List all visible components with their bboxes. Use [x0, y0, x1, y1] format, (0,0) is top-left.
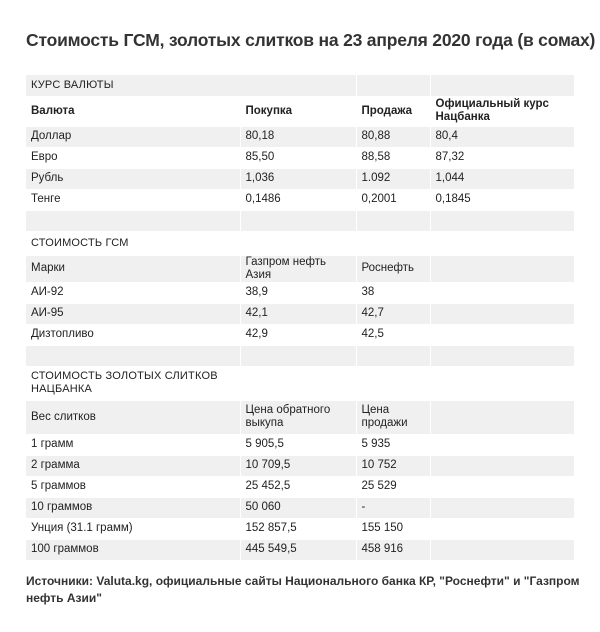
- table-row: Рубль 1,036 1.092 1,044: [26, 168, 575, 190]
- table-cell: 42,7: [356, 303, 431, 325]
- table-cell: 80,18: [240, 126, 357, 148]
- section-header-fuel: СТОИМОСТЬ ГСМ: [26, 231, 575, 256]
- table-row: 10 граммов 50 060 -: [26, 497, 575, 519]
- table-cell: 38,9: [240, 282, 357, 304]
- table-cell: Дизтопливо: [26, 324, 241, 346]
- table-row: Доллар 80,18 80,88 80,4: [26, 126, 575, 148]
- header-row: Марки Газпром нефть Азия Роснефть: [26, 255, 575, 283]
- table-cell: 445 549,5: [240, 539, 357, 561]
- table-row: 2 грамма 10 709,5 10 752: [26, 455, 575, 477]
- table-cell: Тенге: [26, 189, 241, 211]
- table-row: 100 граммов 445 549,5 458 916: [26, 539, 575, 561]
- table-cell: 5 935: [356, 434, 431, 456]
- rates-table: КУРС ВАЛЮТЫ Валюта Покупка Продажа Офици…: [26, 75, 575, 561]
- table-cell: 1.092: [356, 168, 431, 190]
- column-header: Цена продажи: [356, 400, 431, 435]
- table-cell: 2 грамма: [26, 455, 241, 477]
- section-title: СТОИМОСТЬ ЗОЛОТЫХ СЛИТКОВ НАЦБАНКА: [26, 366, 241, 401]
- table-cell: 5 905,5: [240, 434, 357, 456]
- table-cell: 87,32: [430, 147, 575, 169]
- table-cell: [430, 282, 575, 304]
- table-cell: 1,044: [430, 168, 575, 190]
- table-cell: 50 060: [240, 497, 357, 519]
- table-cell: [430, 324, 575, 346]
- table-cell: 80,4: [430, 126, 575, 148]
- section-title: КУРС ВАЛЮТЫ: [26, 75, 357, 97]
- table-row: 5 граммов 25 452,5 25 529: [26, 476, 575, 498]
- table-cell: [430, 476, 575, 498]
- table-cell: 42,5: [356, 324, 431, 346]
- column-header: Валюта: [26, 96, 241, 127]
- table-cell: [430, 455, 575, 477]
- table-cell: 80,88: [356, 126, 431, 148]
- table-cell: 42,1: [240, 303, 357, 325]
- table-cell: Евро: [26, 147, 241, 169]
- table-cell: 100 граммов: [26, 539, 241, 561]
- section-header-currency: КУРС ВАЛЮТЫ: [26, 75, 575, 97]
- table-row: Евро 85,50 88,58 87,32: [26, 147, 575, 169]
- table-cell: -: [356, 497, 431, 519]
- table-cell: 38: [356, 282, 431, 304]
- column-header: Продажа: [356, 96, 431, 127]
- sources-note: Источники: Valuta.kg, официальные сайты …: [26, 574, 580, 605]
- table-row: Тенге 0,1486 0,2001 0,1845: [26, 189, 575, 211]
- table-row: 1 грамм 5 905,5 5 935: [26, 434, 575, 456]
- column-header: Вес слитков: [26, 400, 241, 435]
- table-cell: 10 752: [356, 455, 431, 477]
- column-header: Газпром нефть Азия: [240, 255, 357, 283]
- table-row: Унция (31.1 грамм) 152 857,5 155 150: [26, 518, 575, 540]
- table-cell: АИ-92: [26, 282, 241, 304]
- table-cell: 0,1486: [240, 189, 357, 211]
- column-header: [430, 255, 575, 283]
- table-cell: 152 857,5: [240, 518, 357, 540]
- table-cell: 0,2001: [356, 189, 431, 211]
- table-cell: 10 граммов: [26, 497, 241, 519]
- table-cell: 25 452,5: [240, 476, 357, 498]
- table-cell: [430, 539, 575, 561]
- table-cell: 42,9: [240, 324, 357, 346]
- table-row: АИ-95 42,1 42,7: [26, 303, 575, 325]
- table-cell: 5 граммов: [26, 476, 241, 498]
- table-cell: Унция (31.1 грамм): [26, 518, 241, 540]
- table-cell: [430, 518, 575, 540]
- section-title: СТОИМОСТЬ ГСМ: [26, 231, 357, 256]
- header-row: Валюта Покупка Продажа Официальный курс …: [26, 96, 575, 127]
- table-cell: [430, 497, 575, 519]
- table-cell: 10 709,5: [240, 455, 357, 477]
- table-cell: 0,1845: [430, 189, 575, 211]
- column-header: Официальный курс Нацбанка: [430, 96, 575, 127]
- section-header-gold: СТОИМОСТЬ ЗОЛОТЫХ СЛИТКОВ НАЦБАНКА: [26, 366, 575, 401]
- table-cell: 155 150: [356, 518, 431, 540]
- table-row: АИ-92 38,9 38: [26, 282, 575, 304]
- column-header: Роснефть: [356, 255, 431, 283]
- table-cell: 85,50: [240, 147, 357, 169]
- table-cell: Доллар: [26, 126, 241, 148]
- column-header: Марки: [26, 255, 241, 283]
- table-row: Дизтопливо 42,9 42,5: [26, 324, 575, 346]
- column-header: [430, 400, 575, 435]
- table-cell: 1,036: [240, 168, 357, 190]
- page-title: Стоимость ГСМ, золотых слитков на 23 апр…: [26, 30, 596, 50]
- table-cell: 25 529: [356, 476, 431, 498]
- table-cell: 1 грамм: [26, 434, 241, 456]
- column-header: Цена обратного выкупа: [240, 400, 357, 435]
- table-cell: АИ-95: [26, 303, 241, 325]
- table-cell: Рубль: [26, 168, 241, 190]
- header-row: Вес слитков Цена обратного выкупа Цена п…: [26, 400, 575, 435]
- spacer-row: [26, 210, 575, 232]
- spacer-row: [26, 345, 575, 367]
- table-cell: [430, 303, 575, 325]
- table-cell: 458 916: [356, 539, 431, 561]
- table-cell: 88,58: [356, 147, 431, 169]
- column-header: Покупка: [240, 96, 357, 127]
- table-cell: [430, 434, 575, 456]
